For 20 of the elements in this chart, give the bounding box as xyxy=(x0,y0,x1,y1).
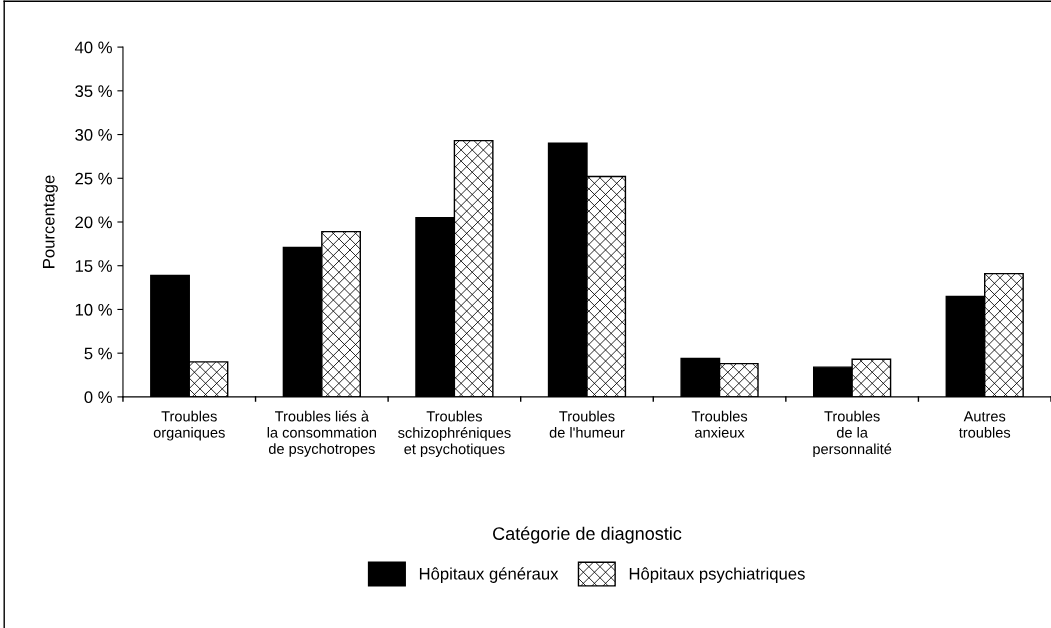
legend-label: Hôpitaux généraux xyxy=(419,567,559,583)
y-tick-label: 0 % xyxy=(84,391,112,404)
y-tick-label: 20 % xyxy=(75,216,112,229)
y-tick-label: 35 % xyxy=(75,85,112,98)
x-tick-label: Troubles schizophréniques et psychotiques xyxy=(398,410,511,458)
x-tick-label: Troubles anxieux xyxy=(691,410,748,438)
x-tick-label: Troubles liés à la consommation de psychotropes xyxy=(267,410,377,457)
y-tick-label: 10 % xyxy=(75,303,112,316)
y-tick-label: 5 % xyxy=(84,347,112,360)
x-tick-label: Troubles de l'humeur xyxy=(549,410,625,438)
y-axis-title: Pourcentage xyxy=(42,175,58,268)
legend-label: Hôpitaux psychiatriques xyxy=(629,567,805,583)
x-tick-label: Autres troubles xyxy=(958,411,1011,438)
y-tick-label: 40 % xyxy=(74,41,112,54)
y-tick-label: 15 % xyxy=(75,260,112,272)
x-tick-label: Troubles organiques xyxy=(153,410,225,441)
y-tick-label: 30 % xyxy=(75,128,112,141)
y-tick-label: 25 % xyxy=(75,172,112,185)
x-tick-label: Troubles de la personnalité xyxy=(813,410,892,458)
x-axis-title: Catégorie de diagnostic xyxy=(493,526,682,544)
